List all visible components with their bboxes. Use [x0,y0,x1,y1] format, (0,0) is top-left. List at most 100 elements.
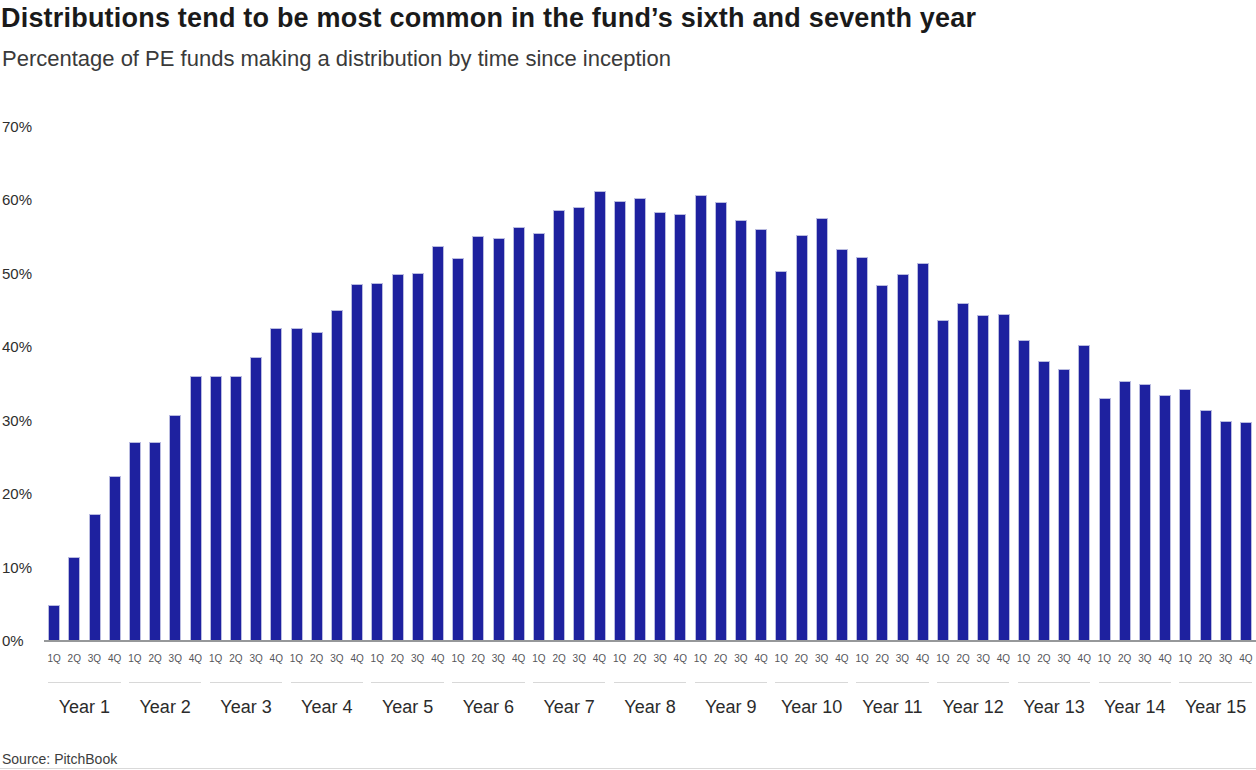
year-group-label: Year 13 [1014,697,1095,718]
bar [937,320,949,640]
y-axis-tick-label: 10% [2,560,32,575]
bar [836,249,848,640]
bar [695,195,707,640]
quarter-tick-label: 4Q [913,653,933,665]
quarter-tick-label: 1Q [125,653,145,665]
quarter-tick-label: 4Q [1236,653,1256,665]
quarter-tick-label: 3Q [327,653,347,665]
quarter-tick-label: 2Q [307,653,327,665]
bar [1058,369,1070,640]
bar [1220,421,1232,640]
quarter-tick-label: 3Q [488,653,508,665]
year-group-label: Year 5 [367,697,448,718]
quarter-tick-label: 1Q [529,653,549,665]
bar [674,214,686,640]
bar [1018,340,1030,640]
year-group-line [856,682,929,683]
year-group-label: Year 15 [1175,697,1256,718]
quarter-tick-label: 3Q [246,653,266,665]
bar [1099,398,1111,640]
quarter-tick-label: 1Q [690,653,710,665]
bar [311,332,323,640]
quarter-tick-label: 3Q [1216,653,1236,665]
bar [614,201,626,640]
year-group-label: Year 4 [286,697,367,718]
bar [493,238,505,640]
bar [796,235,808,640]
bar [331,310,343,640]
quarter-tick-label: 3Q [84,653,104,665]
quarter-tick-label: 2Q [1195,653,1215,665]
bar [755,229,767,640]
quarter-tick-label: 4Q [993,653,1013,665]
year-group-line [533,682,606,683]
bar [533,233,545,640]
quarter-tick-label: 2Q [549,653,569,665]
quarter-tick-label: 1Q [610,653,630,665]
bar [1078,345,1090,640]
bar [1179,389,1191,640]
quarter-tick-label: 1Q [286,653,306,665]
bar [472,236,484,640]
quarter-tick-label: 4Q [1155,653,1175,665]
bar [897,274,909,640]
y-axis-tick-label: 60% [2,192,32,207]
y-axis-tick-label: 0% [2,633,24,648]
bar [998,314,1010,640]
quarter-tick-label: 2Q [64,653,84,665]
y-axis-tick-label: 50% [2,266,32,281]
bar [513,227,525,640]
bar [149,442,161,640]
quarter-tick-label: 2Q [711,653,731,665]
year-group-line [614,682,687,683]
quarter-tick-label: 1Q [1014,653,1034,665]
bar [89,514,101,640]
quarter-tick-label: 4Q [347,653,367,665]
bar [594,191,606,640]
year-group-label: Year 10 [771,697,852,718]
bottom-divider [0,768,1256,769]
quarter-tick-label: 3Q [1054,653,1074,665]
source-note: Source: PitchBook [2,751,117,767]
bar [210,376,222,640]
quarter-tick-label: 3Q [408,653,428,665]
year-group-line [937,682,1010,683]
bar [230,376,242,640]
year-group-line [1099,682,1172,683]
bar [654,212,666,640]
y-axis-tick-label: 20% [2,486,32,501]
bar [1200,410,1212,640]
quarter-tick-label: 4Q [589,653,609,665]
quarter-tick-label: 2Q [1115,653,1135,665]
year-group-label: Year 9 [690,697,771,718]
year-group-line [210,682,283,683]
quarter-tick-label: 3Q [973,653,993,665]
quarter-tick-label: 3Q [812,653,832,665]
bar [856,257,868,640]
bar [1240,422,1252,640]
quarter-tick-label: 4Q [832,653,852,665]
quarter-tick-label: 1Q [1094,653,1114,665]
quarter-tick-label: 1Q [448,653,468,665]
quarter-tick-label: 2Q [791,653,811,665]
year-group-label: Year 3 [206,697,287,718]
quarter-tick-label: 3Q [892,653,912,665]
bar [129,442,141,640]
quarter-tick-label: 3Q [1135,653,1155,665]
year-group-line [371,682,444,683]
quarter-tick-label: 4Q [509,653,529,665]
year-group-label: Year 7 [529,697,610,718]
year-group-label: Year 14 [1094,697,1175,718]
quarter-tick-label: 3Q [731,653,751,665]
quarter-tick-label: 4Q [670,653,690,665]
year-group-line [695,682,768,683]
quarter-tick-label: 1Q [367,653,387,665]
quarter-tick-label: 1Q [771,653,791,665]
bar [169,415,181,640]
year-group-label: Year 8 [610,697,691,718]
quarter-tick-label: 2Q [226,653,246,665]
bar [816,218,828,640]
chart-figure: Distributions tend to be most common in … [0,0,1256,770]
bar [250,357,262,640]
bar [1159,395,1171,640]
